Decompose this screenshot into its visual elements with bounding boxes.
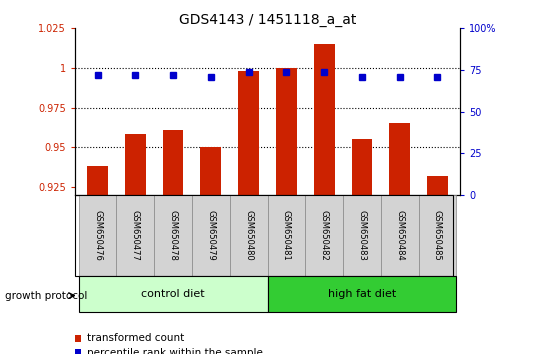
Bar <box>117 195 154 276</box>
Text: growth protocol: growth protocol <box>5 291 88 301</box>
Bar <box>230 195 268 276</box>
Text: percentile rank within the sample: percentile rank within the sample <box>87 348 263 354</box>
Bar <box>305 195 343 276</box>
Text: control diet: control diet <box>141 289 205 299</box>
Text: GSM650481: GSM650481 <box>282 210 291 261</box>
Text: transformed count: transformed count <box>87 333 184 343</box>
Bar <box>75 349 81 354</box>
Text: GSM650478: GSM650478 <box>169 210 178 261</box>
Bar <box>276 68 297 195</box>
Bar <box>427 176 448 195</box>
Bar <box>343 195 381 276</box>
Title: GDS4143 / 1451118_a_at: GDS4143 / 1451118_a_at <box>179 13 356 27</box>
Bar <box>381 195 418 276</box>
Bar <box>79 195 117 276</box>
Bar <box>75 335 81 342</box>
Bar <box>351 139 372 195</box>
Text: GSM650480: GSM650480 <box>244 210 253 261</box>
Text: GSM650485: GSM650485 <box>433 210 442 261</box>
Text: GSM650476: GSM650476 <box>93 210 102 261</box>
Bar <box>268 195 305 276</box>
Bar <box>125 135 146 195</box>
Text: GSM650483: GSM650483 <box>357 210 366 261</box>
Text: GSM650479: GSM650479 <box>207 210 216 261</box>
Bar <box>163 130 184 195</box>
Bar <box>87 166 108 195</box>
Bar <box>79 276 268 312</box>
Bar <box>192 195 230 276</box>
Bar <box>314 44 334 195</box>
Text: GSM650484: GSM650484 <box>395 210 404 261</box>
Bar <box>238 71 259 195</box>
Bar <box>418 195 456 276</box>
Text: GSM650482: GSM650482 <box>319 210 328 261</box>
Bar <box>389 124 410 195</box>
Text: GSM650477: GSM650477 <box>131 210 140 261</box>
Bar <box>201 147 221 195</box>
Text: high fat diet: high fat diet <box>328 289 396 299</box>
Bar <box>154 195 192 276</box>
Bar <box>268 276 456 312</box>
